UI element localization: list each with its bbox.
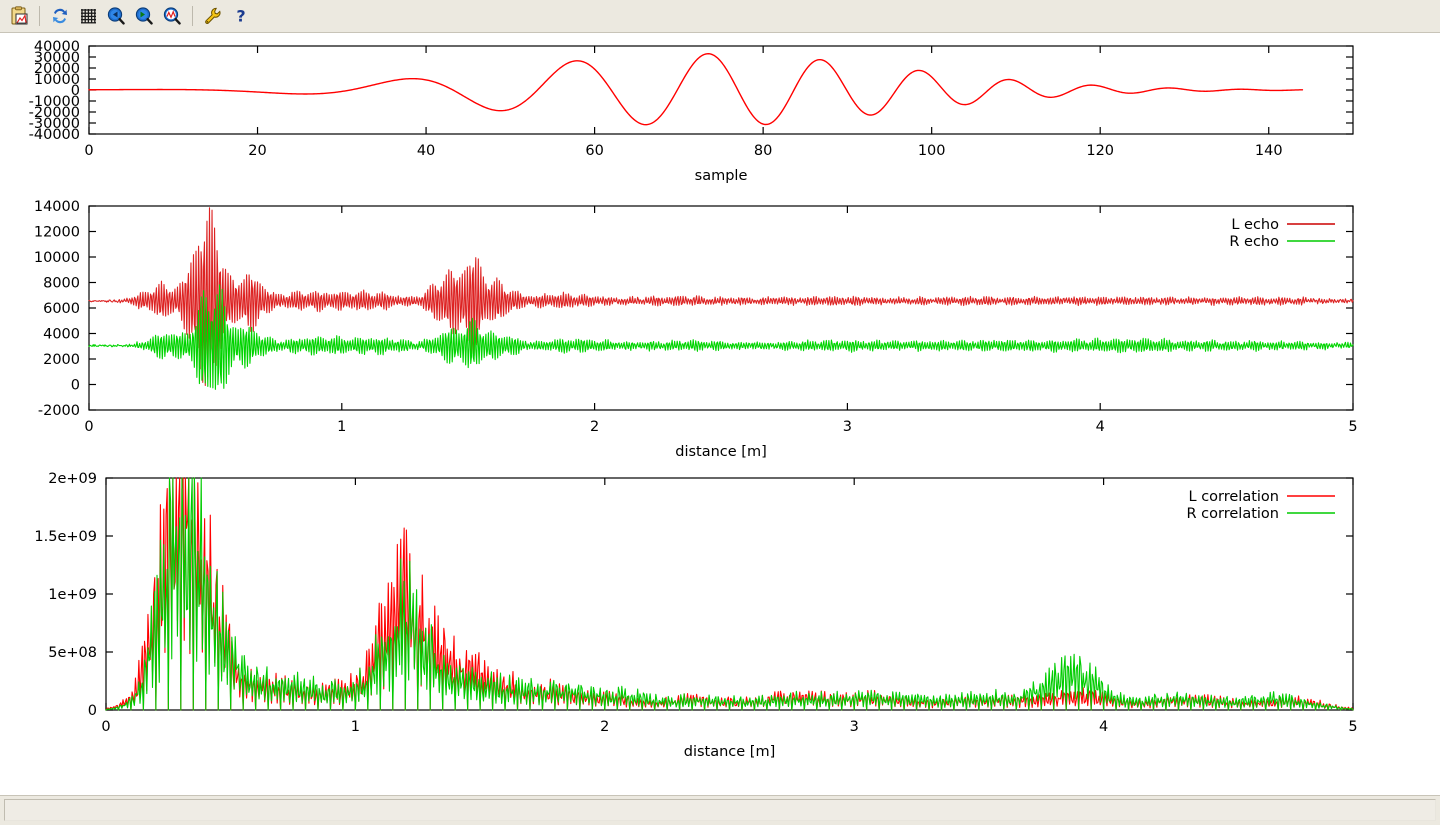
l-echo-trace [88,207,1354,387]
x-axis-label: sample [695,168,748,184]
y-tick-label: 14000 [34,199,80,215]
x-tick-label: 1 [351,719,360,735]
status-bar [0,795,1440,825]
x-tick-label: 0 [84,419,93,435]
x-tick-label: 120 [1086,143,1114,159]
r-echo-trace [88,284,1354,390]
correlation-plot-axes: 0 5e+08 1e+09 1.5e+09 2e+09 0 1 2 3 4 5 distance [m… [34,471,1357,760]
x-tick-label: 4 [1099,719,1108,735]
grid-icon [81,9,96,24]
x-tick-label: 100 [918,143,946,159]
y-tick-label: 0 [71,378,80,394]
y-tick-label: 0 [88,703,97,719]
x-tick-label: 5 [1348,419,1357,435]
x-tick-label: 2 [600,719,609,735]
chirp-trace [88,53,1304,126]
x-tick-label: 80 [754,143,772,159]
x-tick-label: 3 [843,419,852,435]
grid-button[interactable] [74,2,102,30]
legend-label: R echo [1229,234,1279,250]
x-axis-label: distance [m] [675,444,767,460]
copy-to-clipboard-button[interactable] [5,2,33,30]
y-tick-label: -2000 [38,403,80,419]
y-tick-label: 10000 [34,72,80,88]
y-tick-label: 8000 [43,276,80,292]
y-tick-label: 10000 [34,250,80,266]
chirp-plot[interactable]: -40000-30000-20000-100000100002000030000… [0,33,1440,193]
x-tick-label: 1 [337,419,346,435]
wrench-icon [205,7,221,24]
x-tick-label: 20 [248,143,266,159]
x-tick-label: 140 [1255,143,1283,159]
status-text [4,799,1436,821]
y-tick-label: 2e+09 [48,471,97,487]
legend-label: L echo [1231,217,1279,233]
zoom-previous-button[interactable] [102,2,130,30]
x-tick-label: 0 [101,719,110,735]
chirp-plot-axes: -40000-30000-20000-100000100002000030000… [29,39,1354,184]
settings-button[interactable] [199,2,227,30]
x-tick-label: 40 [417,143,435,159]
l-correlation-trace [105,477,1354,711]
question-mark-icon: ? [236,7,245,26]
y-tick-label: 1.5e+09 [34,529,97,545]
y-tick-label: 40000 [34,39,80,55]
zoom-next-button[interactable] [130,2,158,30]
y-tick-label: -30000 [29,116,80,132]
x-tick-label: 5 [1348,719,1357,735]
y-tick-label: 1e+09 [48,587,97,603]
refresh-icon [53,8,67,24]
x-tick-label: 4 [1096,419,1105,435]
y-tick-label: 20000 [34,61,80,77]
x-tick-label: 2 [590,419,599,435]
correlation-plot[interactable]: 0 5e+08 1e+09 1.5e+09 2e+09 0 1 2 3 4 5 distance [m… [0,465,1440,795]
r-correlation-trace [105,477,1354,711]
y-tick-label: 2000 [43,352,80,368]
y-tick-label: 4000 [43,327,80,343]
replot-button[interactable] [46,2,74,30]
zoom-back-icon [107,7,125,25]
x-tick-label: 3 [850,719,859,735]
y-tick-label: -20000 [29,105,80,121]
x-tick-label: 60 [585,143,603,159]
x-tick-label: 0 [84,143,93,159]
clipboard-icon [11,6,28,25]
toolbar-separator-1 [39,6,40,26]
y-tick-label: 6000 [43,301,80,317]
y-tick-label: 5e+08 [48,645,97,661]
toolbar-separator-2 [192,6,193,26]
x-axis-label: distance [m] [684,744,776,760]
y-tick-label: 0 [71,83,80,99]
y-tick-label: -10000 [29,94,80,110]
help-button[interactable]: ? [227,2,255,30]
y-tick-label: 12000 [34,225,80,241]
y-tick-label: -40000 [29,127,80,143]
autoscale-button[interactable] [158,2,186,30]
legend-label: L correlation [1189,489,1280,505]
svg-text:?: ? [236,7,245,26]
toolbar: ? [0,0,1440,33]
zoom-forward-icon [135,7,153,25]
zoom-fit-icon [163,7,181,25]
legend-label: R correlation [1187,506,1280,522]
plot-container: -40000 -30000 -20000 -10000 0 10000 20000 30000… [0,33,1440,795]
y-tick-label: 30000 [34,50,80,66]
